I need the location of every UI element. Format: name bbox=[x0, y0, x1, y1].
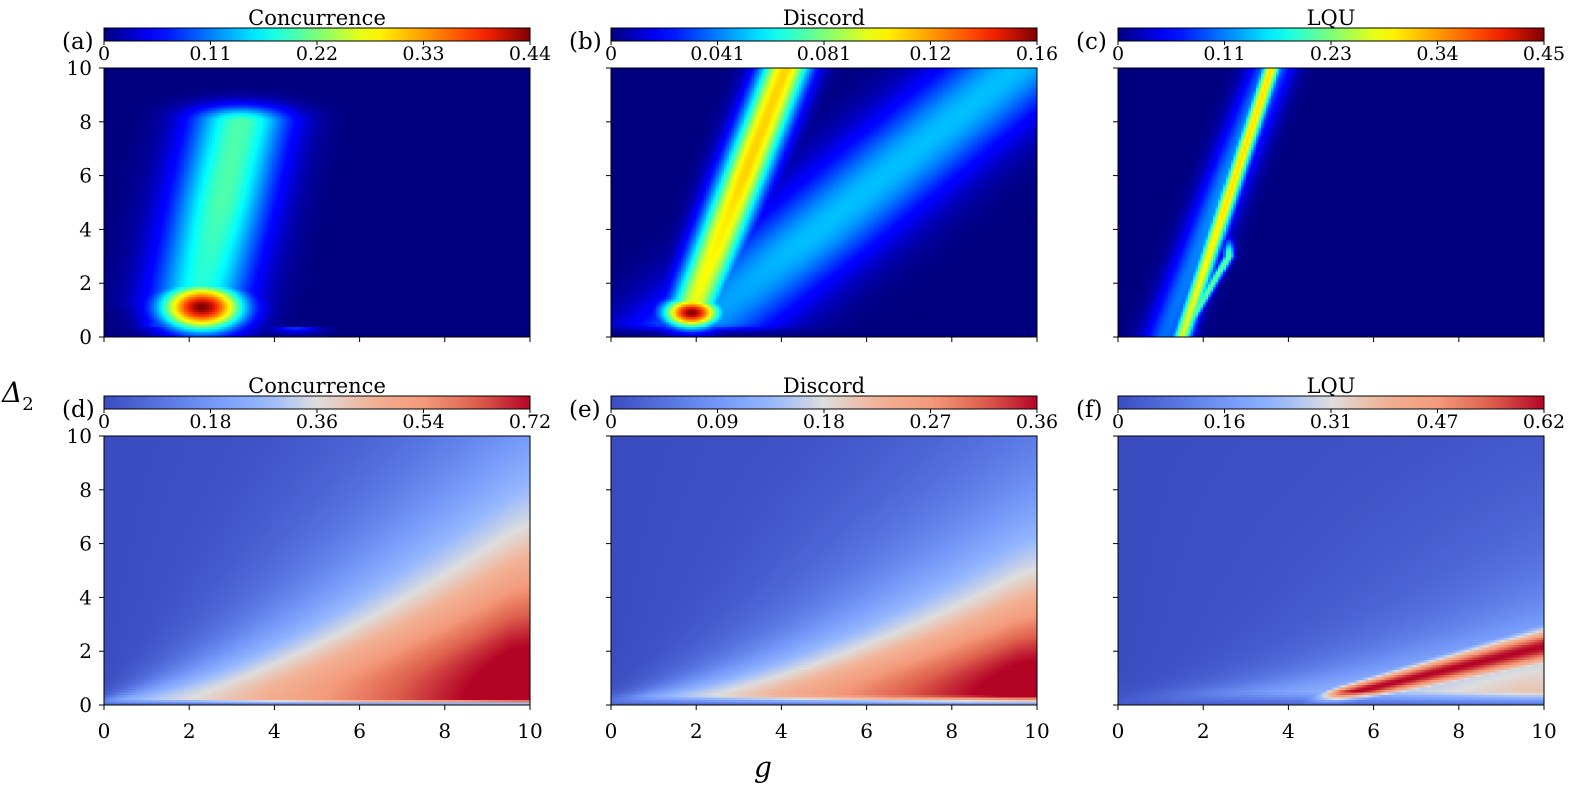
x-tick-label: 10 bbox=[1024, 719, 1049, 743]
heatmap-image bbox=[104, 68, 530, 337]
x-tick-label: 4 bbox=[1282, 719, 1295, 743]
colorbar-tick-label: 0.16 bbox=[1016, 43, 1058, 65]
x-tick-label: 0 bbox=[605, 719, 618, 743]
heatmap-image bbox=[1118, 68, 1544, 337]
heatmap-image bbox=[104, 436, 530, 705]
panel-label: (e) bbox=[569, 397, 601, 423]
x-tick-label: 8 bbox=[1452, 719, 1465, 743]
colorbar-tick-label: 0.22 bbox=[296, 43, 338, 65]
y-tick-label: 8 bbox=[79, 110, 92, 134]
y-tick-label: 10 bbox=[67, 424, 92, 448]
x-tick-label: 2 bbox=[1197, 719, 1210, 743]
x-tick-label: 6 bbox=[353, 719, 366, 743]
panel-c: LQU (c) 0 0.11 0.23 0.34 0.45 bbox=[1076, 6, 1565, 342]
colorbar-tick-label: 0.09 bbox=[696, 411, 738, 433]
colorbar-tick-label: 0.23 bbox=[1310, 43, 1352, 65]
colorbar-tick-label: 0.36 bbox=[296, 411, 338, 433]
colorbar-tick-label: 0.12 bbox=[909, 43, 951, 65]
panel-title: Discord bbox=[783, 374, 865, 398]
x-axis-label: g bbox=[754, 751, 772, 784]
x-tick-label: 0 bbox=[1112, 719, 1125, 743]
x-tick-label: 0 bbox=[98, 719, 111, 743]
colorbar-tick-label: 0 bbox=[1112, 43, 1124, 65]
colorbar-tick-label: 0.18 bbox=[189, 411, 231, 433]
colorbar-tick-label: 0.45 bbox=[1523, 43, 1565, 65]
y-tick-label: 6 bbox=[79, 164, 92, 188]
panel-b: Discord (b) 0 0.041 0.081 0.12 0.16 bbox=[569, 6, 1058, 342]
x-tick-label: 8 bbox=[945, 719, 958, 743]
panel-e: Discord(e) 0 0.09 0.18 0.27 0.360 2 4 6 8 10 bbox=[569, 374, 1058, 743]
colorbar-tick-label: 0.33 bbox=[402, 43, 444, 65]
colorbar-tick-label: 0.44 bbox=[509, 43, 551, 65]
y-tick-label: 4 bbox=[79, 585, 92, 609]
colorbar-tick-label: 0 bbox=[98, 411, 110, 433]
x-tick-label: 6 bbox=[1367, 719, 1380, 743]
panel-title: Discord bbox=[783, 6, 865, 30]
colorbar-tick-label: 0.11 bbox=[189, 43, 231, 65]
colorbar-tick-label: 0.36 bbox=[1016, 411, 1058, 433]
panel-title: Concurrence bbox=[248, 374, 386, 398]
y-tick-label: 2 bbox=[79, 639, 92, 663]
colorbar-tick-label: 0.54 bbox=[402, 411, 444, 433]
y-tick-label: 0 bbox=[79, 325, 92, 349]
colorbar-tick-label: 0.11 bbox=[1203, 43, 1245, 65]
x-tick-label: 10 bbox=[517, 719, 542, 743]
colorbar-tick-label: 0.72 bbox=[509, 411, 551, 433]
colorbar-tick-label: 0 bbox=[605, 43, 617, 65]
heatmap-image bbox=[611, 68, 1037, 337]
colorbar-tick-label: 0.27 bbox=[909, 411, 951, 433]
plot-frame bbox=[1117, 435, 1545, 706]
plot-frame bbox=[103, 435, 531, 706]
x-tick-label: 4 bbox=[268, 719, 281, 743]
panel-title: Concurrence bbox=[248, 6, 386, 30]
colorbar-tick-label: 0.34 bbox=[1416, 43, 1458, 65]
plot-frame bbox=[610, 67, 1038, 338]
y-tick-label: 4 bbox=[79, 217, 92, 241]
heatmap-image bbox=[1118, 436, 1544, 705]
x-tick-label: 2 bbox=[183, 719, 196, 743]
colorbar-tick-label: 0.47 bbox=[1416, 411, 1458, 433]
colorbar-tick-label: 0.31 bbox=[1310, 411, 1352, 433]
heatmap-image bbox=[611, 436, 1037, 705]
x-tick-label: 6 bbox=[860, 719, 873, 743]
panel-label: (b) bbox=[569, 29, 602, 55]
y-tick-label: 6 bbox=[79, 532, 92, 556]
y-tick-label: 2 bbox=[79, 271, 92, 295]
panel-label: (f) bbox=[1076, 397, 1102, 423]
colorbar-tick-label: 0.081 bbox=[797, 43, 851, 65]
panel-f: LQU (f) 0 0.16 0.31 0.47 0.62 0 2 4 6 8 10 bbox=[1076, 374, 1565, 743]
x-tick-label: 4 bbox=[775, 719, 788, 743]
panel-d: Concurrence(d) 0 0.18 0.36 0.54 0.720 2 4 6 8 1002… bbox=[62, 374, 551, 743]
y-axis-label: Δ2 bbox=[1, 376, 34, 415]
panel-label: (c) bbox=[1076, 29, 1107, 55]
y-tick-label: 10 bbox=[67, 56, 92, 80]
colorbar-tick-label: 0.041 bbox=[690, 43, 744, 65]
colorbar-tick-label: 0 bbox=[605, 411, 617, 433]
y-tick-label: 8 bbox=[79, 478, 92, 502]
panel-title: LQU bbox=[1307, 374, 1356, 398]
y-tick-label: 0 bbox=[79, 693, 92, 717]
plot-frame bbox=[103, 67, 531, 338]
colorbar-tick-label: 0.18 bbox=[803, 411, 845, 433]
plot-frame bbox=[1117, 67, 1545, 338]
x-tick-label: 10 bbox=[1531, 719, 1556, 743]
x-tick-label: 8 bbox=[438, 719, 451, 743]
colorbar-tick-label: 0.62 bbox=[1523, 411, 1565, 433]
plot-frame bbox=[610, 435, 1038, 706]
colorbar-tick-label: 0.16 bbox=[1203, 411, 1245, 433]
x-tick-label: 2 bbox=[690, 719, 703, 743]
panel-label: (d) bbox=[62, 397, 95, 423]
panel-title: LQU bbox=[1307, 6, 1356, 30]
colorbar-tick-label: 0 bbox=[1112, 411, 1124, 433]
panel-label: (a) bbox=[62, 29, 94, 55]
colorbar-tick-label: 0 bbox=[98, 43, 110, 65]
